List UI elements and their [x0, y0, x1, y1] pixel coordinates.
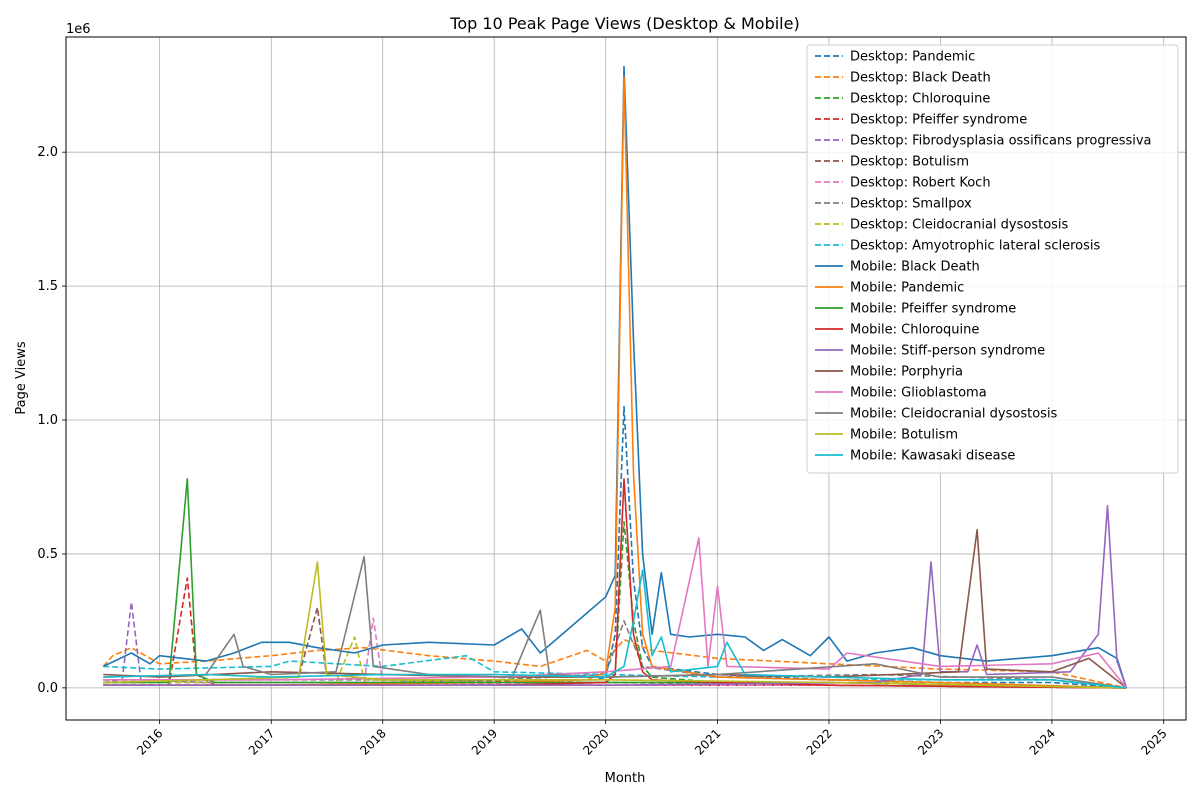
x-tick-label: 2022 [804, 726, 835, 757]
series-line-mobile-black-death [102, 65, 1128, 689]
series-line-mobile-cleidocranial-dysostosis [103, 555, 1127, 689]
y-tick-label: 0.0 [37, 681, 58, 696]
legend-label: Desktop: Pandemic [850, 50, 975, 65]
plot-frame [65, 36, 1187, 721]
x-tick-label: 2025 [1138, 726, 1169, 757]
x-tick-label: 2016 [134, 726, 165, 757]
legend-label: Mobile: Black Death [850, 260, 980, 275]
legend-label: Desktop: Fibrodysplasia ossificans progr… [850, 134, 1152, 149]
legend-label: Desktop: Chloroquine [850, 92, 990, 107]
legend-label: Desktop: Smallpox [850, 197, 972, 212]
y-tick-label: 2.0 [37, 145, 58, 160]
x-tick-label: 2019 [469, 726, 500, 757]
x-tick-label: 2024 [1027, 726, 1058, 757]
legend-label: Mobile: Botulism [850, 428, 958, 443]
legend-label: Desktop: Black Death [850, 71, 991, 86]
y-axis-label: Page Views [14, 341, 29, 414]
series-line-mobile-kawasaki-disease [103, 569, 1127, 689]
legend-label: Mobile: Porphyria [850, 365, 963, 380]
legend: Desktop: Pandemic Desktop: Black Death Des… [806, 44, 1179, 474]
legend-label: Mobile: Pandemic [850, 281, 964, 296]
legend-box [806, 44, 1179, 474]
chart-title: Top 10 Peak Page Views (Desktop & Mobile… [449, 14, 799, 33]
legend-label: Mobile: Chloroquine [850, 323, 979, 338]
series-line-mobile-pfeiffer-syndrome [103, 478, 1127, 689]
x-tick-label: 2018 [357, 726, 388, 757]
series-line-mobile-botulism [103, 561, 1127, 689]
series-line-desktop-amyotrophic-lateral-sclerosis [103, 654, 1127, 689]
series-line-desktop-fibrodysplasia-ossificans-progressiva [103, 601, 1127, 689]
series-line-mobile-stiff-person-syndrome [103, 504, 1128, 689]
y-tick-label: 1.5 [37, 279, 58, 294]
legend-label: Mobile: Glioblastoma [850, 386, 987, 401]
series-lines [102, 65, 1128, 689]
x-tick-label: 2021 [692, 726, 723, 757]
x-tick-label: 2017 [246, 726, 277, 757]
y-tick-label: 0.5 [37, 547, 58, 562]
series-line-desktop-cleidocranial-dysostosis [103, 636, 1127, 689]
y-axis-offset-label: 1e6 [66, 22, 91, 37]
legend-label: Desktop: Robert Koch [850, 176, 991, 191]
legend-label: Desktop: Cleidocranial dysostosis [850, 218, 1069, 233]
x-tick-label: 2020 [580, 726, 611, 757]
y-tick-label: 1.0 [37, 413, 58, 428]
legend-label: Mobile: Kawasaki disease [850, 449, 1015, 464]
legend-label: Desktop: Pfeiffer syndrome [850, 113, 1027, 128]
x-axis-label: Month [605, 771, 646, 786]
legend-label: Desktop: Amyotrophic lateral sclerosis [850, 239, 1100, 254]
legend-label: Mobile: Stiff-person syndrome [850, 344, 1045, 359]
legend-label: Desktop: Botulism [850, 155, 969, 170]
x-tick-label: 2023 [915, 726, 946, 757]
legend-label: Mobile: Cleidocranial dysostosis [850, 407, 1058, 422]
legend-label: Mobile: Pfeiffer syndrome [850, 302, 1016, 317]
